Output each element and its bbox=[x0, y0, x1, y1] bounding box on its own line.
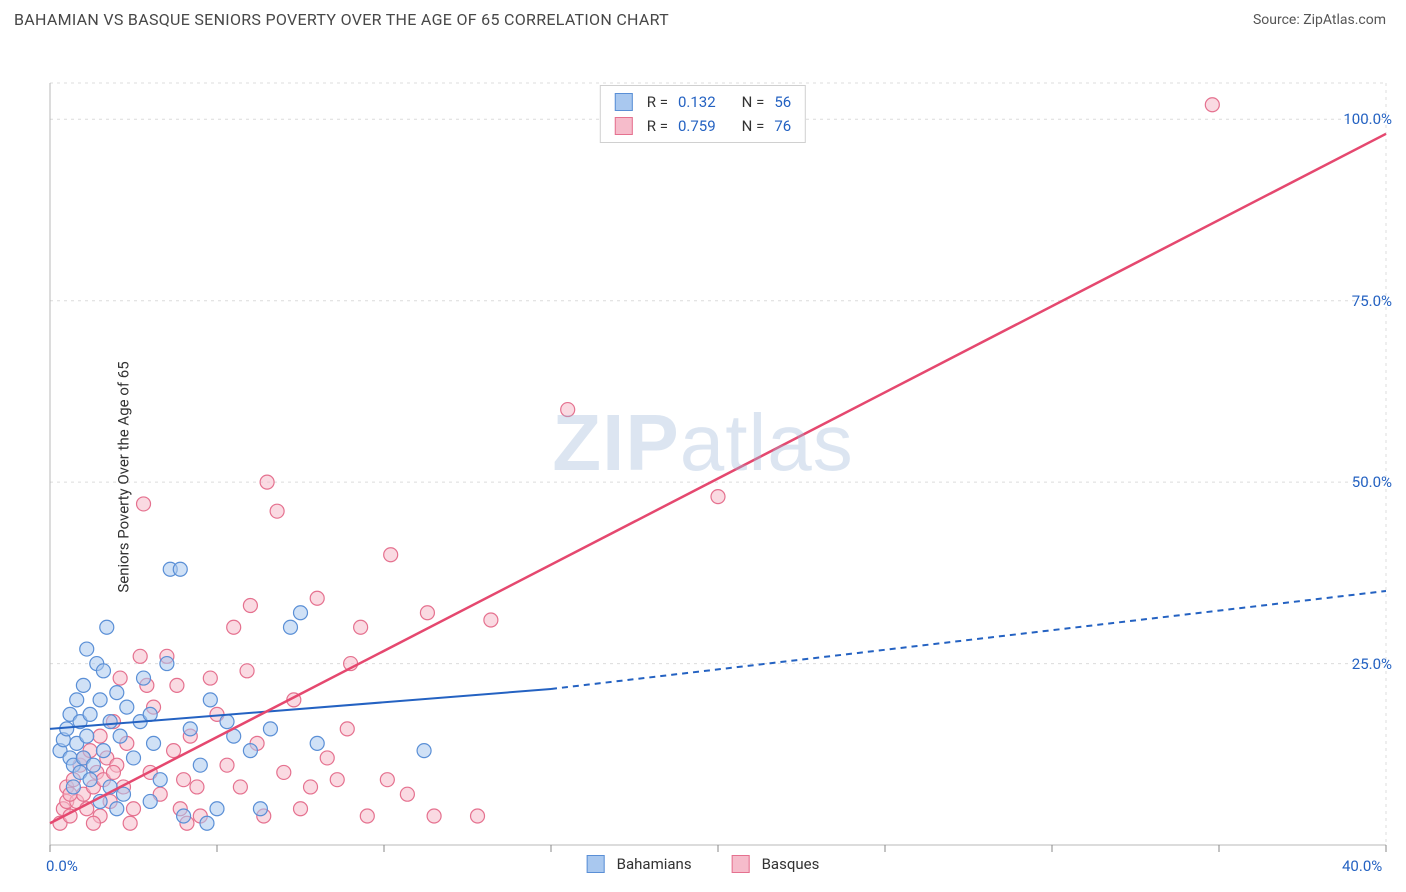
y-axis-label: Seniors Poverty Over the Age of 65 bbox=[115, 361, 133, 592]
y-tick-50: 50.0% bbox=[1352, 473, 1392, 491]
y-tick-25: 25.0% bbox=[1352, 655, 1392, 673]
r-value: 0.132 bbox=[678, 90, 716, 114]
chart-source: Source: ZipAtlas.com bbox=[1253, 12, 1386, 28]
r-value: 0.759 bbox=[678, 114, 716, 138]
legend-label: Basques bbox=[762, 855, 820, 873]
y-tick-75: 75.0% bbox=[1352, 292, 1392, 310]
scatter-plot-svg bbox=[0, 35, 1406, 885]
x-tick-max: 40.0% bbox=[1342, 857, 1382, 875]
x-tick-min: 0.0% bbox=[46, 857, 78, 875]
n-label: N = bbox=[742, 90, 765, 114]
n-value: 76 bbox=[774, 114, 791, 138]
bottom-legend: Bahamians Basques bbox=[587, 855, 820, 873]
y-tick-100: 100.0% bbox=[1343, 110, 1392, 128]
n-value: 56 bbox=[774, 90, 791, 114]
chart-header: BAHAMIAN VS BASQUE SENIORS POVERTY OVER … bbox=[0, 0, 1406, 35]
legend-item-bahamians: Bahamians bbox=[587, 855, 692, 873]
r-label: R = bbox=[647, 90, 668, 114]
r-label: R = bbox=[647, 114, 668, 138]
chart-area: Seniors Poverty Over the Age of 65 ZIPat… bbox=[0, 35, 1406, 885]
legend-swatch-bahamians bbox=[587, 855, 605, 873]
stats-legend-box: R = 0.132 N = 56 R = 0.759 N = 76 bbox=[600, 85, 806, 143]
legend-swatch-basques bbox=[732, 855, 750, 873]
stats-row-basques: R = 0.759 N = 76 bbox=[615, 114, 791, 138]
chart-title: BAHAMIAN VS BASQUE SENIORS POVERTY OVER … bbox=[14, 10, 669, 29]
n-label: N = bbox=[742, 114, 765, 138]
legend-item-basques: Basques bbox=[732, 855, 820, 873]
legend-label: Bahamians bbox=[617, 855, 692, 873]
swatch-basques bbox=[615, 117, 633, 135]
swatch-bahamians bbox=[615, 93, 633, 111]
stats-row-bahamians: R = 0.132 N = 56 bbox=[615, 90, 791, 114]
